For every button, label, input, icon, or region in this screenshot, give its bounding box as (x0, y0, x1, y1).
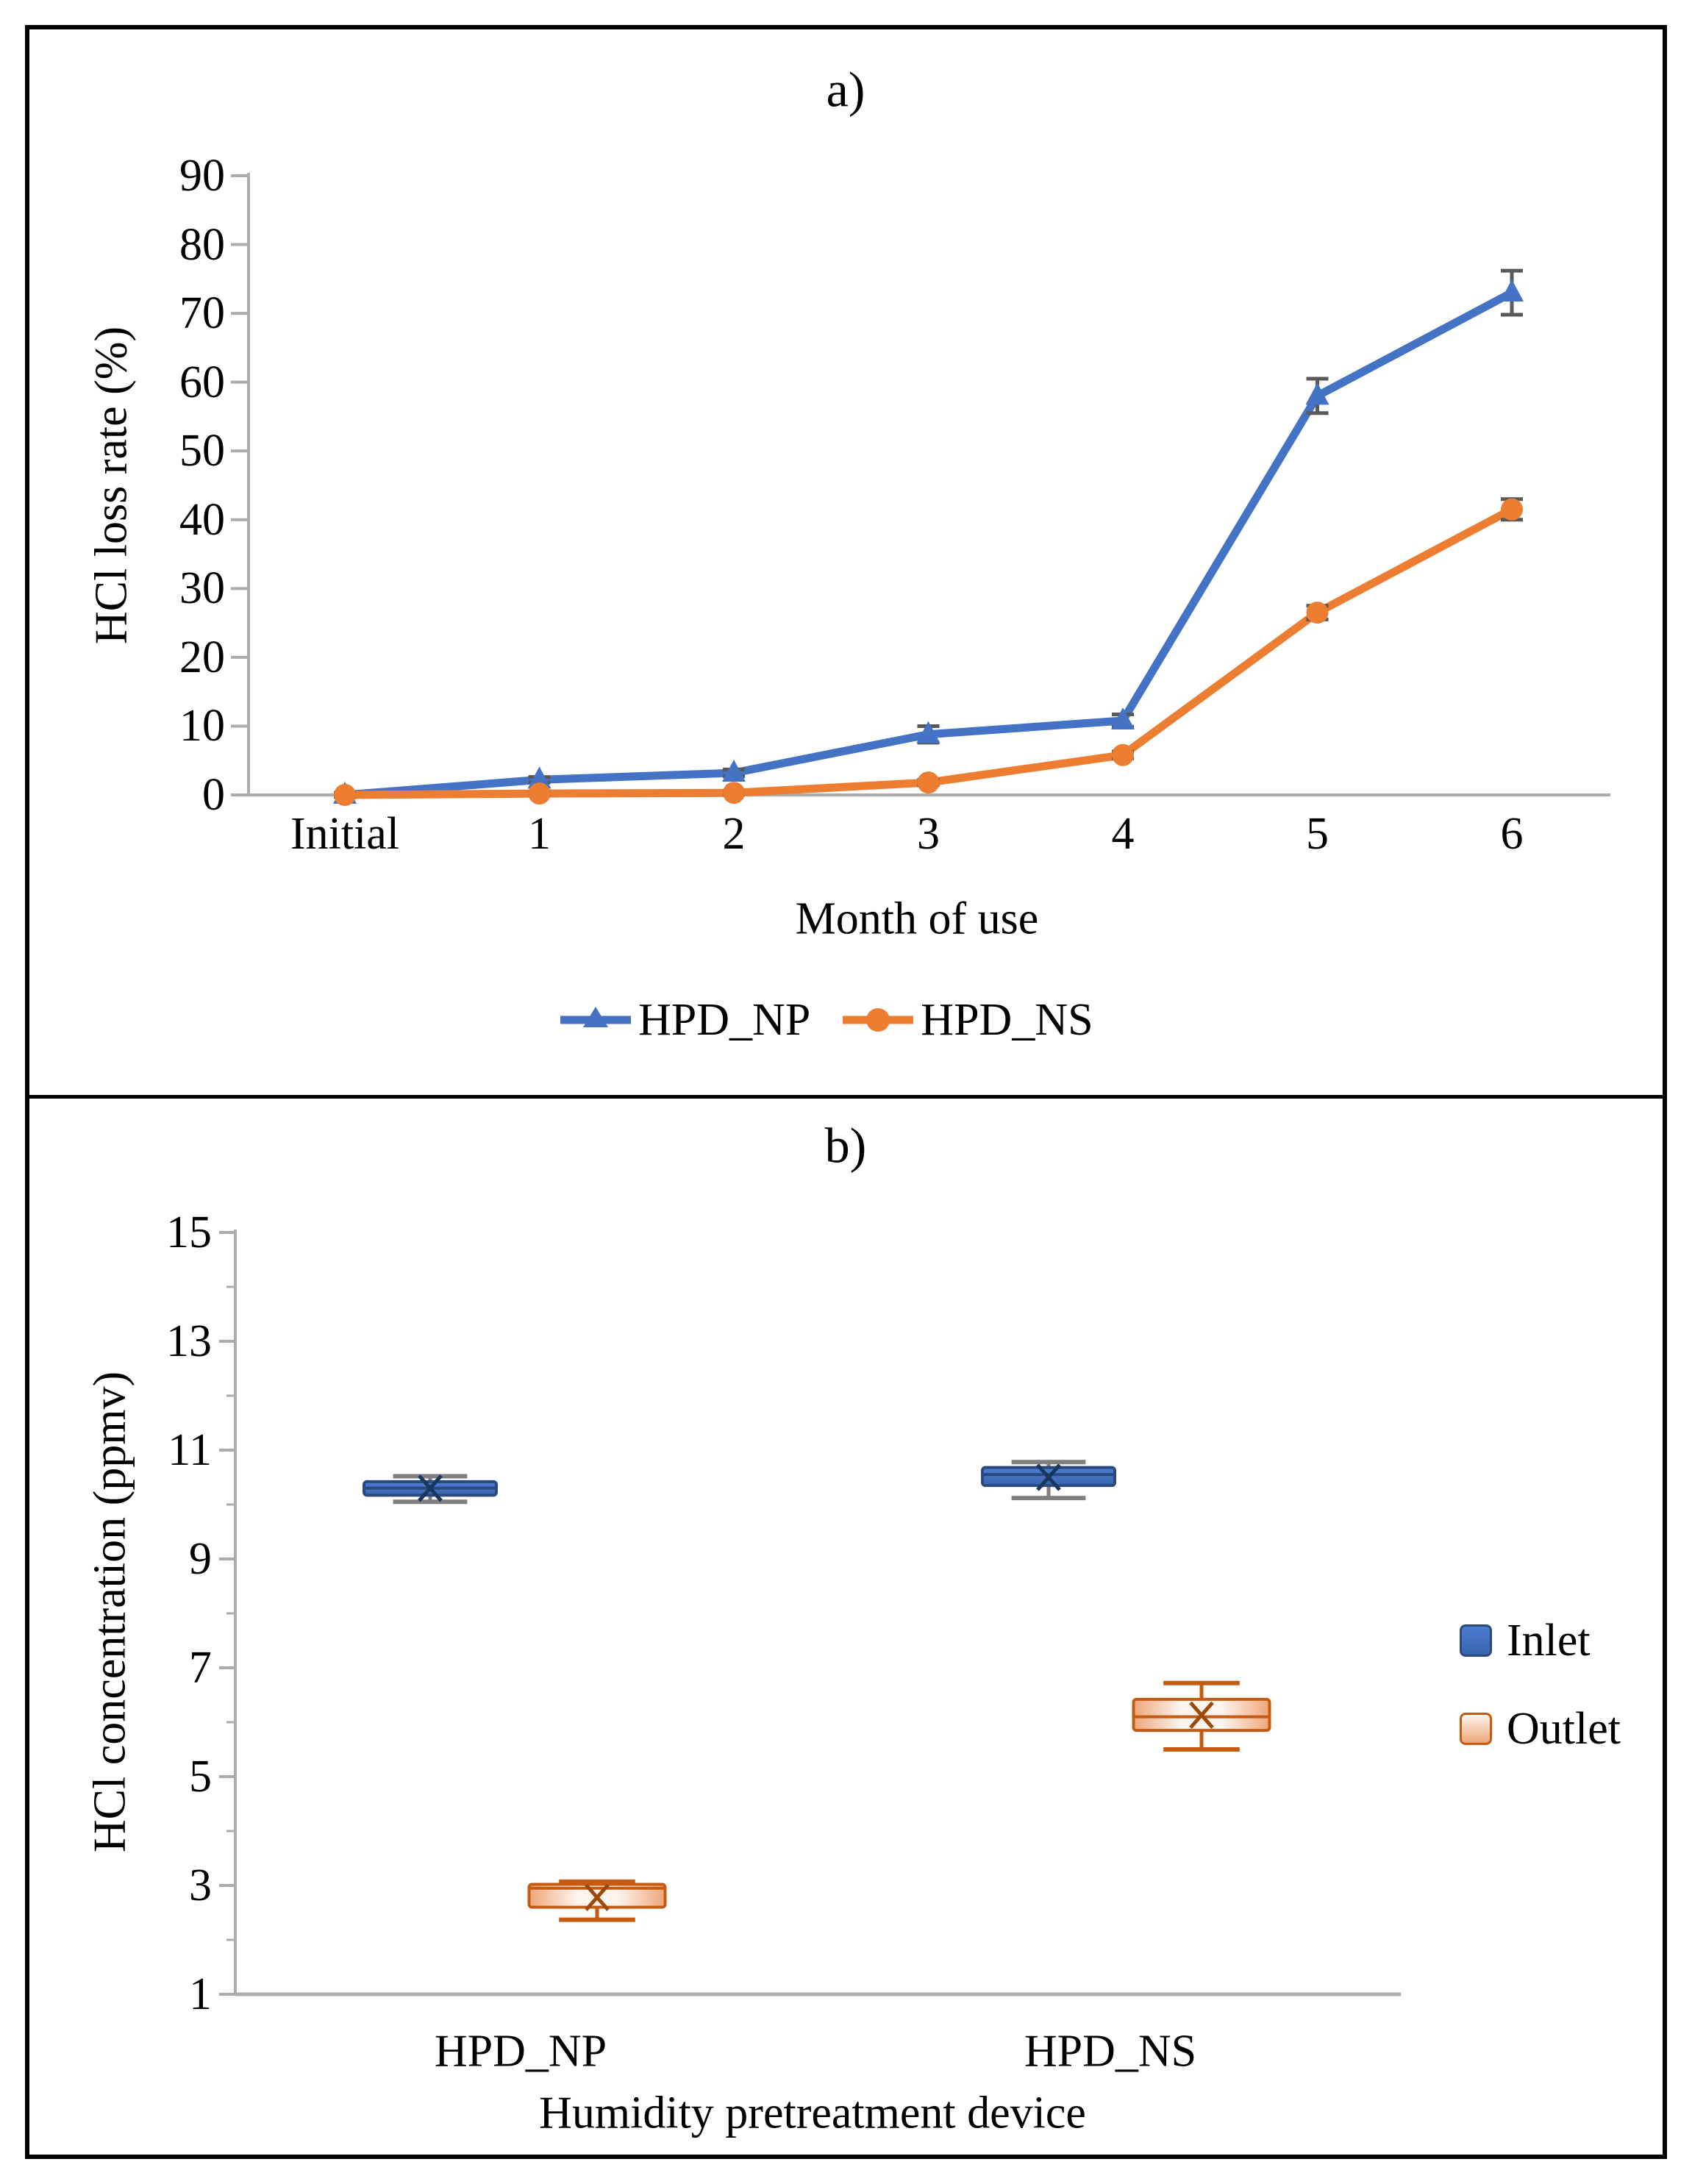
panel-b-y-tick-label: 13 (166, 1316, 212, 1366)
panel-a-x-tick-label: Initial (290, 809, 400, 859)
panel-a-y-tick-label: 20 (179, 632, 225, 682)
marker-circle-HPD_NS (1306, 602, 1329, 624)
panel-a-title: a) (826, 61, 865, 118)
legend-label-outlet: Outlet (1507, 1704, 1621, 1754)
panel-a-x-tick-label: 4 (1111, 809, 1135, 859)
box-hpd_ns-outlet (1132, 1680, 1271, 1752)
marker-circle-HPD_NS (723, 782, 745, 804)
legend-label-hpd-np: HPD_NP (638, 995, 811, 1045)
marker-triangle-HPD_NP (916, 721, 940, 743)
panel-b-plot (219, 1230, 1401, 1996)
category-label-hpd-np: HPD_NP (434, 2026, 607, 2077)
legend-panel-b: Inlet Outlet (1460, 1618, 1621, 1752)
panel-b-y-tick-label: 7 (189, 1643, 212, 1693)
category-label-hpd-ns: HPD_NS (1024, 2026, 1197, 2077)
marker-triangle-HPD_NP (1305, 382, 1329, 405)
inlet-swatch-icon (1460, 1624, 1492, 1657)
box-hpd_np-outlet (527, 1879, 667, 1922)
panel-a-y-tick-label: 90 (179, 151, 225, 201)
panel-divider (25, 1095, 1667, 1099)
panel-b-y-tick-label: 11 (168, 1425, 212, 1475)
box-hpd_ns-inlet (981, 1460, 1116, 1501)
panel-a-x-axis-title: Month of use (795, 893, 1039, 944)
outlet-swatch-icon (1460, 1713, 1492, 1745)
legend-item-hpd-ns: HPD_NS (841, 997, 1093, 1043)
marker-circle-HPD_NS (1501, 498, 1523, 521)
marker-triangle-HPD_NP (1500, 279, 1524, 302)
series-line-HPD_NP (340, 288, 1516, 799)
panel-a-y-tick-label: 50 (179, 426, 225, 477)
hpd-ns-line-marker-icon (843, 1008, 914, 1032)
box-hpd_np-inlet (363, 1474, 498, 1505)
panel-a-y-tick-label: 30 (179, 563, 225, 614)
panel-a-y-axis-title: HCl loss rate (%) (86, 326, 137, 645)
hpd-np-line-marker-icon (560, 1007, 631, 1027)
legend-panel-a: HPD_NP HPD_NS (559, 997, 1093, 1043)
panel-a-plot (231, 173, 1610, 806)
panel-b-y-axis-title: HCl concentration (ppmv) (85, 1371, 135, 1853)
panel-a-x-tick-label: 3 (917, 809, 940, 859)
marker-triangle-HPD_NP (527, 766, 551, 789)
panel-a-y-tick-label: 60 (179, 357, 225, 407)
series-line-HPD_NS (340, 505, 1516, 799)
panel-b-y-tick-label: 1 (189, 1969, 212, 2019)
panel-b-y-tick-label: 15 (166, 1207, 212, 1257)
panel-a-x-tick-label: 5 (1306, 809, 1329, 859)
marker-circle-HPD_NS (1112, 743, 1134, 766)
panel-a-y-tick-label: 0 (202, 770, 225, 820)
panel-b-y-tick-label: 5 (189, 1752, 212, 1802)
legend-item-hpd-np: HPD_NP (559, 997, 810, 1043)
panel-a-y-tick-label: 40 (179, 494, 225, 545)
panel-a-y-tick-label: 80 (179, 219, 225, 270)
marker-triangle-HPD_NP (722, 760, 746, 782)
panel-b-title: b) (824, 1117, 867, 1174)
panel-a-x-tick-label: 6 (1500, 809, 1524, 859)
legend-label-hpd-ns: HPD_NS (921, 995, 1093, 1045)
panel-a-x-tick-label: 2 (722, 809, 746, 859)
marker-circle-HPD_NS (334, 784, 356, 806)
panel-a-y-tick-label: 70 (179, 288, 225, 339)
marker-circle-HPD_NS (917, 771, 940, 794)
panel-a-y-tick-label: 10 (179, 701, 225, 752)
marker-circle-HPD_NS (528, 782, 551, 805)
marker-triangle-HPD_NP (1111, 707, 1135, 729)
panel-b-y-tick-label: 3 (189, 1860, 212, 1910)
legend-item-inlet: Inlet (1460, 1618, 1621, 1663)
panel-a-x-tick-label: 1 (528, 809, 551, 859)
legend-item-outlet: Outlet (1460, 1706, 1621, 1752)
legend-label-inlet: Inlet (1507, 1616, 1591, 1666)
figure-border (25, 25, 1667, 2159)
panel-b-x-axis-title: Humidity pretreatment device (539, 2088, 1086, 2138)
panel-b-y-tick-label: 9 (189, 1534, 212, 1584)
